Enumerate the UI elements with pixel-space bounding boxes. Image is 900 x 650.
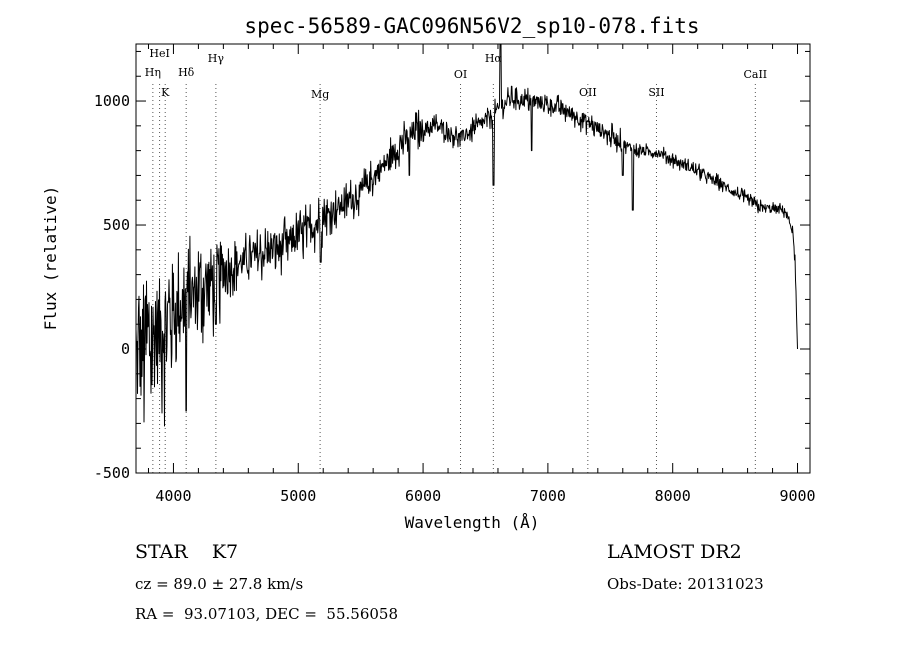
y-axis-label: Flux (relative) [41, 186, 60, 331]
spectral-line-label: Hα [485, 52, 503, 65]
y-tick-label: 1000 [94, 92, 130, 110]
spectral-lines-layer: HeI HηK Hδ Hγ Mg OI Hα OII SII CaII [145, 47, 767, 473]
ticks-layer: 4000 5000 6000 7000 8000 9000 -500 0 500 1000 [94, 44, 816, 505]
spectral-line-label: K [161, 86, 170, 99]
object-class: STAR K7 [135, 541, 238, 563]
spectral-line-label: OI [454, 68, 467, 81]
spectral-line-label: Mg [311, 88, 329, 101]
y-tick-label: 0 [121, 340, 130, 358]
spectral-line-label: CaII [743, 68, 767, 81]
y-tick-label: -500 [94, 464, 130, 482]
spectral-line-label: Hη [145, 66, 161, 79]
x-tick-label: 7000 [530, 487, 566, 505]
x-axis-label: Wavelength (Å) [405, 513, 540, 532]
x-tick-label: 9000 [779, 487, 815, 505]
plot-frame [135, 43, 811, 474]
spectral-line-label: OII [579, 86, 597, 99]
spectral-line-label: Hδ [178, 66, 195, 79]
spectral-line-label: SII [648, 86, 664, 99]
x-tick-label: 5000 [280, 487, 316, 505]
chart-title: spec-56589-GAC096N56V2_sp10-078.fits [244, 14, 699, 38]
spectrum-line [135, 43, 798, 427]
x-tick-label: 6000 [405, 487, 441, 505]
spectral-line-label: Hγ [208, 52, 225, 65]
x-tick-label: 8000 [655, 487, 691, 505]
redshift-info: cz = 89.0 ± 27.8 km/s [135, 575, 303, 593]
y-tick-label: 500 [103, 216, 130, 234]
coordinates: RA = 93.07103, DEC = 55.56058 [135, 605, 398, 623]
obs-date: Obs-Date: 20131023 [607, 575, 764, 593]
survey-name: LAMOST DR2 [607, 541, 742, 563]
x-tick-label: 4000 [155, 487, 191, 505]
spectral-line-label: HeI [149, 47, 169, 60]
